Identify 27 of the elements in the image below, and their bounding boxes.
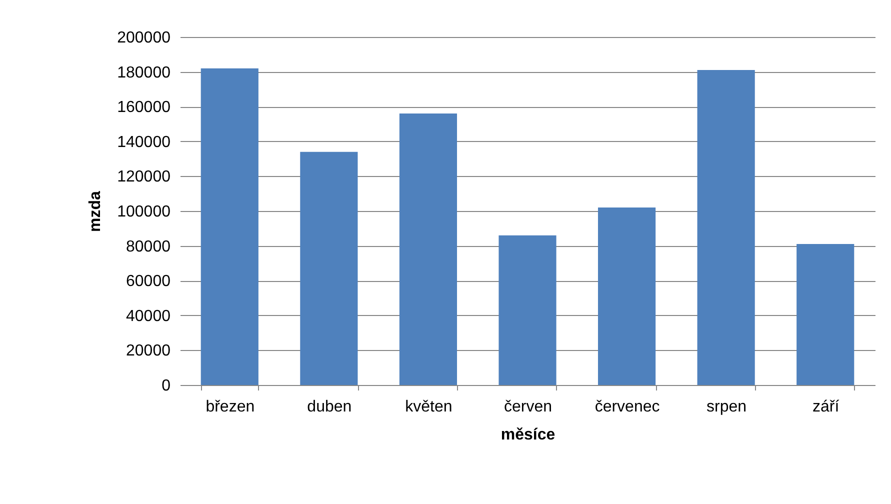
- bar: [598, 208, 656, 385]
- x-tick-label: červenec: [594, 398, 660, 416]
- y-tick-label: 140000: [117, 134, 171, 151]
- y-tick-label: 60000: [126, 273, 171, 290]
- x-tick-label: duben: [307, 398, 352, 416]
- y-tick-label: 180000: [117, 64, 171, 82]
- y-tick-label: 160000: [117, 99, 171, 116]
- y-tick-label: 200000: [117, 30, 171, 46]
- y-tick-label: 0: [162, 378, 171, 394]
- bar: [200, 68, 258, 385]
- y-axis-title: mzda: [87, 190, 104, 232]
- x-tick-label: květen: [405, 398, 452, 416]
- y-tick-label: 80000: [126, 238, 171, 256]
- bar: [498, 235, 556, 385]
- y-tick-label: 100000: [117, 204, 171, 220]
- y-tick-label: 40000: [126, 308, 171, 325]
- y-tick-label: 20000: [126, 342, 171, 360]
- x-tick-label: červen: [504, 398, 552, 416]
- bar: [796, 244, 854, 385]
- x-tick-label: březen: [206, 398, 255, 416]
- x-tick-label: září: [812, 398, 840, 416]
- bar: [697, 70, 755, 385]
- bar: [300, 152, 358, 385]
- bar: [399, 114, 458, 385]
- x-axis-title: měsíce: [500, 426, 556, 444]
- x-tick-label: srpen: [706, 398, 747, 416]
- y-tick-label: 120000: [117, 168, 171, 186]
